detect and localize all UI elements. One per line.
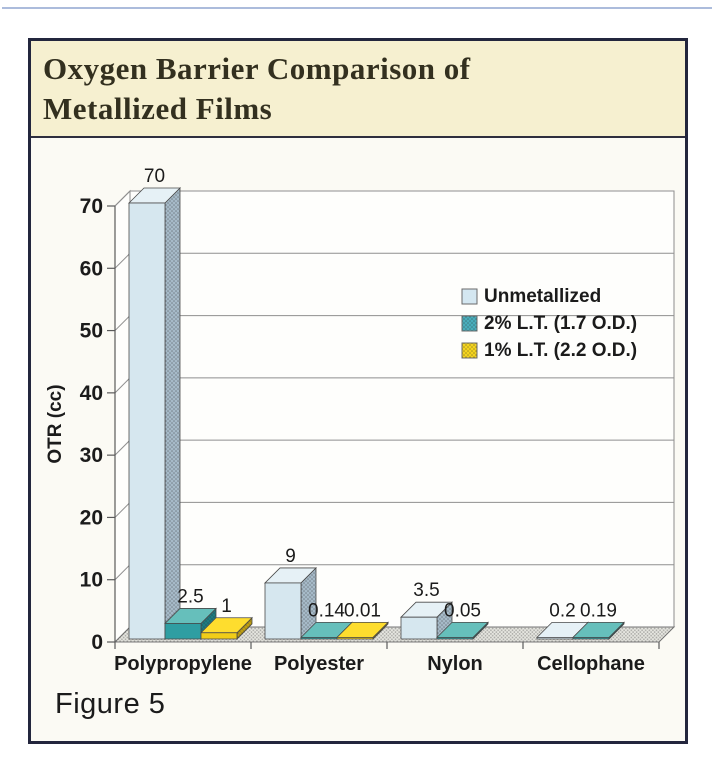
chart-area: 0 10 20 30 40 50 60 70 OTR (cc) Polypropylene Poly…: [31, 138, 685, 739]
legend-swatch-series1: [461, 288, 478, 305]
gridline-left-wall-10: [114, 564, 131, 581]
y-tick-label-70: 70: [80, 195, 103, 218]
bar-nylon-series2-front: [436, 636, 474, 640]
figure-title-line2: Metallized Films: [43, 91, 273, 126]
bar-chart-3d: 0 10 20 30 40 50 60 70 OTR (cc) Polypropylene Poly…: [45, 166, 676, 675]
gridline-left-wall-30: [114, 439, 131, 456]
bar-nylon-series1-side-texture: [437, 602, 452, 639]
data-label-polypropylene-series1: 70: [144, 166, 165, 187]
figure-header: Oxygen Barrier Comparison of Metallized …: [31, 41, 685, 138]
legend-swatch-texture-series2: [462, 316, 477, 331]
bar-nylon-series1-front: [400, 616, 438, 640]
gridline-left-wall-20: [114, 502, 131, 518]
plot-left-wall: [114, 189, 131, 644]
y-tick-label-60: 60: [80, 257, 103, 280]
data-label-cellophane-series1: 0.2: [549, 600, 575, 621]
y-tick-label-50: 50: [80, 320, 103, 343]
plot-floor-texture: [115, 627, 674, 642]
category-label-polyester: Polyester: [274, 653, 364, 675]
data-label-polypropylene-series2: 2.5: [177, 586, 203, 607]
plot-back-wall: [129, 190, 675, 628]
data-label-polyester-series1: 9: [285, 546, 296, 567]
category-label-cellophane: Cellophane: [537, 653, 645, 675]
bar-polypropylene-series1-side-texture: [165, 188, 180, 639]
gridline-left-wall-70: [114, 190, 131, 207]
bar-polyester-series3-front: [336, 636, 374, 640]
category-label-polypropylene: Polypropylene: [114, 653, 252, 675]
figure-frame: Oxygen Barrier Comparison of Metallized …: [28, 38, 688, 744]
legend-swatch-texture-series3: [462, 343, 477, 358]
legend-label-series1: Unmetallized: [484, 286, 601, 307]
y-tick-label-30: 30: [80, 444, 103, 467]
bar-polyester-series2-front: [300, 636, 338, 640]
gridline-left-wall-50: [114, 315, 131, 331]
bar-polyester-series1-side-texture: [301, 567, 316, 639]
bar-cellophane-series2-front: [572, 636, 610, 640]
y-axis-title: OTR (cc): [45, 384, 66, 463]
category-label-nylon: Nylon: [427, 653, 483, 675]
page-edge-line: [2, 7, 712, 9]
bar-polypropylene-series3-front: [200, 632, 238, 640]
gridline-left-wall-60: [114, 252, 131, 269]
data-label-nylon-series2: 0.05: [444, 600, 481, 621]
bar-polypropylene-series1-front: [128, 202, 166, 640]
legend-label-series3: 1% L.T. (2.2 O.D.): [484, 340, 637, 361]
data-label-nylon-series1: 3.5: [413, 580, 439, 601]
y-tick-label-0: 0: [91, 631, 103, 654]
data-label-cellophane-series2: 0.19: [580, 600, 617, 621]
y-tick-label-10: 10: [80, 569, 103, 592]
y-tick-label-20: 20: [80, 506, 103, 529]
bar-polypropylene-series2-front: [164, 623, 202, 640]
data-label-polypropylene-series3: 1: [221, 596, 232, 617]
figure-title: Oxygen Barrier Comparison of Metallized …: [43, 49, 677, 129]
y-tick-label-40: 40: [80, 382, 103, 405]
figure-title-line1: Oxygen Barrier Comparison of: [43, 51, 471, 86]
bar-polyester-series1-front: [264, 582, 302, 640]
figure-caption: Figure 5: [55, 688, 166, 720]
data-label-polyester-series2: 0.14: [308, 600, 345, 621]
gridline-left-wall-40: [114, 377, 131, 394]
legend-label-series2: 2% L.T. (1.7 O.D.): [484, 313, 637, 334]
bar-cellophane-series1-front: [536, 636, 574, 640]
data-label-polyester-series3: 0.01: [344, 600, 381, 621]
bar-polypropylene-series3-side-texture: [237, 617, 252, 639]
